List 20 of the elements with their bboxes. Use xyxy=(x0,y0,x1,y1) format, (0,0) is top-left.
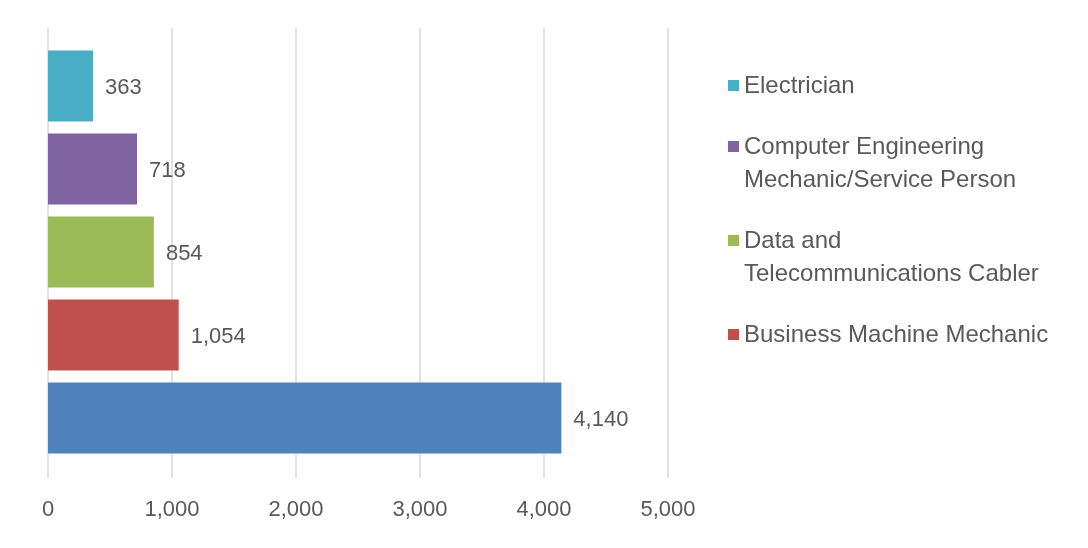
x-tick-label: 0 xyxy=(41,495,55,521)
bar xyxy=(48,382,562,454)
legend-label: Data and Telecommunications Cabler xyxy=(744,225,1040,288)
data-label: 1,054 xyxy=(190,322,246,348)
x-tick-label: 3,000 xyxy=(392,495,448,521)
data-label: 4,140 xyxy=(573,405,629,431)
data-label: 854 xyxy=(165,239,203,265)
legend-label: Computer Engineering Mechanic/Service Person xyxy=(744,131,1018,194)
bar xyxy=(48,133,138,205)
x-tick-label: 4,000 xyxy=(516,495,572,521)
x-tick-label: 2,000 xyxy=(268,495,324,521)
legend-label: Business Machine Mechanic xyxy=(744,319,1049,349)
data-label: 363 xyxy=(105,73,142,99)
bar xyxy=(48,216,154,288)
bar xyxy=(48,299,179,371)
x-tick-label: 5,000 xyxy=(640,495,696,521)
legend-label: Electrician xyxy=(744,70,855,100)
x-tick-label: 1,000 xyxy=(144,495,200,521)
data-label: 718 xyxy=(149,156,186,182)
bar xyxy=(48,50,94,122)
